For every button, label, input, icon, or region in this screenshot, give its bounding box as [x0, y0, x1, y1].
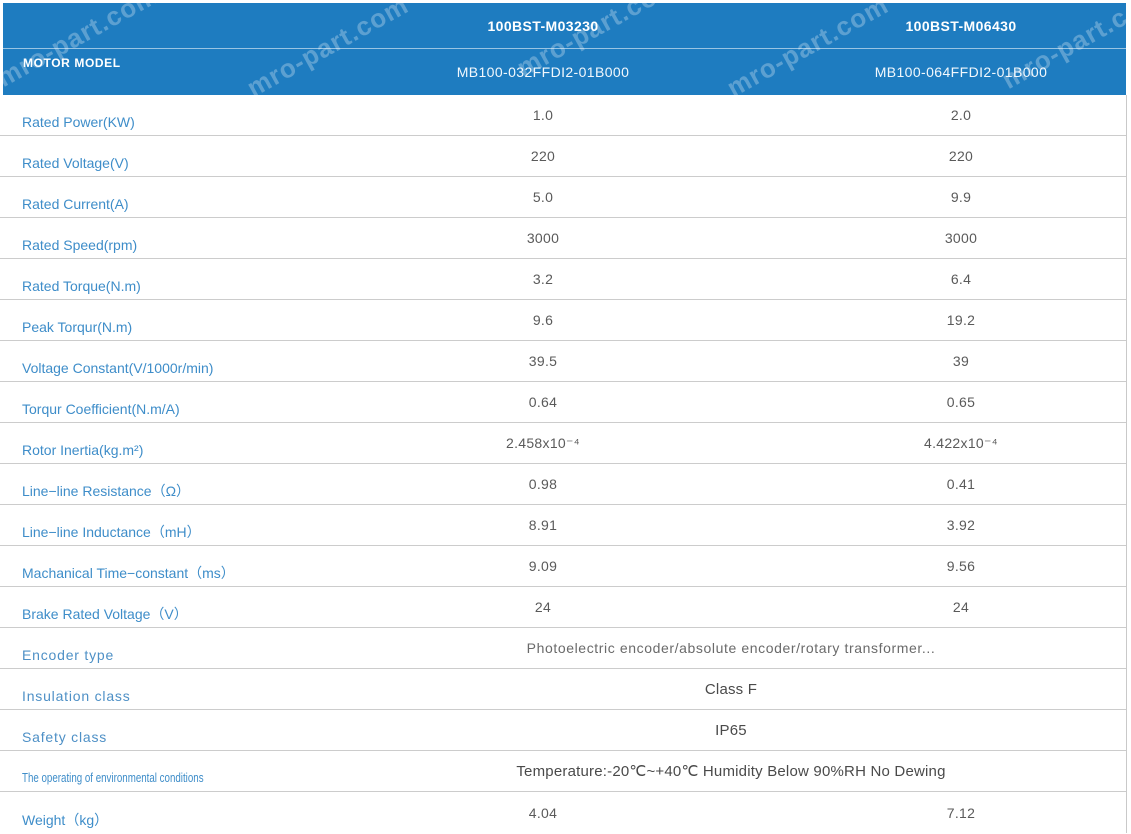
- header-empty-cell: [3, 3, 336, 48]
- row-label: Encoder type: [22, 647, 115, 663]
- table-row-rotor-inertia: Rotor Inertia(kg.m²) 2.458x10⁻⁴ 4.422x10…: [0, 423, 1126, 464]
- row-value-col1: 8.91: [528, 517, 558, 533]
- row-value-span: IP65: [715, 721, 747, 739]
- row-label: Rated Current(A): [22, 196, 129, 212]
- row-label: Line−line Resistance（Ω）: [22, 483, 191, 499]
- header-code-row: MOTOR MODEL MB100-032FFDI2-01B000 MB100-…: [3, 48, 1126, 95]
- table-header: mro-part.com mro-part.com mro-part.com m…: [3, 3, 1126, 95]
- row-value-col2: 2.0: [950, 107, 972, 123]
- row-label: Safety class: [22, 729, 108, 745]
- row-value-col1: 39.5: [528, 353, 558, 369]
- table-row-rated-voltage: Rated Voltage(V) 220 220: [0, 136, 1126, 177]
- row-label: The operating of environmental condition…: [22, 771, 204, 785]
- row-value-col2: 6.4: [950, 271, 972, 287]
- table-row-voltage-constant: Voltage Constant(V/1000r/min) 39.5 39: [0, 341, 1126, 382]
- row-value-col2: 220: [948, 148, 974, 164]
- row-value-col1: 3000: [526, 230, 560, 246]
- row-value-col2: 9.9: [950, 189, 972, 205]
- table-row-rated-torque: Rated Torque(N.m) 3.2 6.4: [0, 259, 1126, 300]
- table-row-weight: Weight（kg） 4.04 7.12: [0, 792, 1126, 833]
- row-value-col2: 7.12: [946, 804, 976, 821]
- row-value-col2: 24: [952, 599, 970, 615]
- header-code-col2: MB100-064FFDI2-01B000: [874, 64, 1048, 80]
- table-row-safety-class: Safety class IP65: [0, 710, 1126, 751]
- table-row-rated-power: Rated Power(KW) 1.0 2.0: [0, 95, 1126, 136]
- row-value-col1: 1.0: [532, 107, 554, 123]
- row-label: Machanical Time−constant（ms）: [22, 565, 235, 581]
- header-model-row: 100BST-M03230 100BST-M06430: [3, 3, 1126, 48]
- row-value-col1: 9.6: [532, 312, 554, 328]
- table-row-torque-coefficient: Torqur Coefficient(N.m/A) 0.64 0.65: [0, 382, 1126, 423]
- row-label: Weight（kg）: [22, 811, 109, 828]
- motor-model-label: MOTOR MODEL: [23, 56, 121, 70]
- table-row-insulation-class: Insulation class Class F: [0, 669, 1126, 710]
- row-label: Rated Torque(N.m): [22, 278, 141, 294]
- row-value-span: Class F: [704, 680, 758, 698]
- table-row-rated-current: Rated Current(A) 5.0 9.9: [0, 177, 1126, 218]
- row-label: Voltage Constant(V/1000r/min): [22, 360, 214, 376]
- row-value-col1: 2.458x10⁻⁴: [505, 434, 580, 451]
- row-value-col2: 4.422x10⁻⁴: [923, 434, 998, 451]
- row-label: Brake Rated Voltage（V）: [22, 606, 188, 622]
- spec-table-body: Rated Power(KW) 1.0 2.0 Rated Voltage(V)…: [0, 95, 1127, 833]
- row-value-col1: 220: [530, 148, 556, 164]
- table-row-peak-torque: Peak Torqur(N.m) 9.6 19.2: [0, 300, 1126, 341]
- row-label: Peak Torqur(N.m): [22, 319, 133, 335]
- row-label: Rated Voltage(V): [22, 155, 129, 171]
- row-label: Insulation class: [22, 688, 131, 704]
- row-value-col2: 9.56: [946, 558, 976, 574]
- row-label: Rated Speed(rpm): [22, 237, 138, 253]
- table-row-line-resistance: Line−line Resistance（Ω） 0.98 0.41: [0, 464, 1126, 505]
- row-value-span: Temperature:-20℃~+40℃ Humidity Below 90%…: [516, 763, 946, 780]
- row-value-col1: 0.98: [528, 476, 558, 492]
- row-value-col1: 9.09: [528, 558, 558, 574]
- table-row-line-inductance: Line−line Inductance（mH） 8.91 3.92: [0, 505, 1126, 546]
- header-model-col2: 100BST-M06430: [905, 17, 1017, 34]
- row-label: Line−line Inductance（mH）: [22, 524, 201, 540]
- row-label: Torqur Coefficient(N.m/A): [22, 401, 180, 417]
- table-row-brake-rated-voltage: Brake Rated Voltage（V） 24 24: [0, 587, 1126, 628]
- table-row-rated-speed: Rated Speed(rpm) 3000 3000: [0, 218, 1126, 259]
- row-label: Rotor Inertia(kg.m²): [22, 442, 144, 458]
- row-value-span: Photoelectric encoder/absolute encoder/r…: [526, 640, 936, 656]
- row-value-col2: 19.2: [946, 312, 976, 328]
- row-value-col1: 5.0: [532, 189, 554, 205]
- row-value-col1: 4.04: [528, 804, 558, 821]
- row-value-col1: 0.64: [528, 394, 558, 410]
- row-value-col2: 3000: [944, 230, 978, 246]
- row-label: Rated Power(KW): [22, 114, 135, 130]
- table-row-environmental-conditions: The operating of environmental condition…: [0, 751, 1126, 792]
- header-code-col1: MB100-032FFDI2-01B000: [456, 64, 630, 80]
- table-row-mechanical-time-constant: Machanical Time−constant（ms） 9.09 9.56: [0, 546, 1126, 587]
- table-row-encoder-type: Encoder type Photoelectric encoder/absol…: [0, 628, 1126, 669]
- row-value-col2: 39: [952, 353, 970, 369]
- row-value-col2: 0.41: [946, 476, 976, 492]
- row-value-col2: 3.92: [946, 517, 976, 533]
- header-model-col1: 100BST-M03230: [487, 17, 599, 34]
- row-value-col1: 3.2: [532, 271, 554, 287]
- row-value-col2: 0.65: [946, 394, 976, 410]
- row-value-col1: 24: [534, 599, 552, 615]
